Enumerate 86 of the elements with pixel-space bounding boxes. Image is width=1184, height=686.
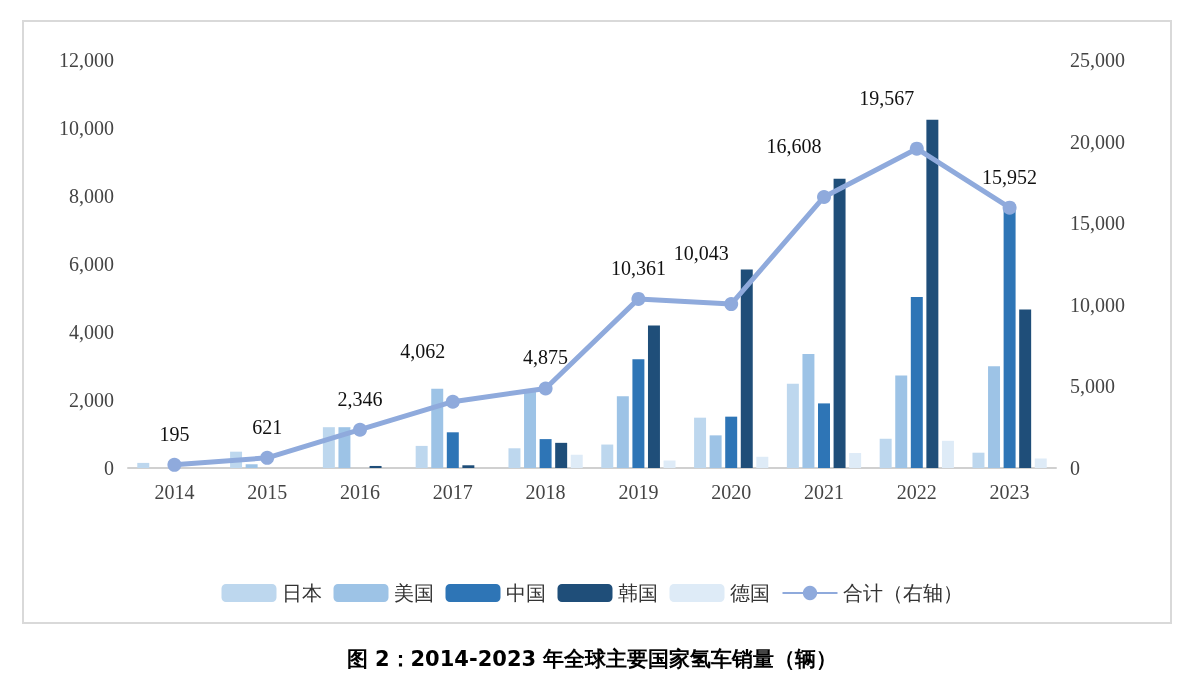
data-label: 10,361: [610, 256, 666, 279]
y-tick-label: 4,000: [69, 321, 114, 343]
y2-tick-label: 20,000: [1070, 130, 1125, 153]
bar: [756, 456, 769, 468]
x-tick-label: 2016: [340, 481, 380, 503]
y-tick-label: 0: [104, 457, 114, 479]
point: [724, 297, 739, 312]
y-tick-label: 10,000: [59, 117, 114, 139]
point: [909, 141, 924, 156]
point: [1002, 200, 1017, 215]
bar: [879, 438, 892, 468]
y2-tick-label: 25,000: [1070, 49, 1125, 71]
bar: [725, 416, 738, 468]
bar: [818, 403, 830, 468]
bar: [694, 417, 707, 468]
bar: [647, 325, 660, 468]
text: 图 2：2014-2023 年全球主要国家氢车销量（辆）: [346, 646, 838, 671]
data-label: 621: [252, 415, 283, 438]
point: [445, 394, 460, 409]
x-tick-label: 2022: [896, 481, 937, 503]
x-tick-label: 2019: [618, 481, 659, 503]
legend-label: 中国: [505, 581, 546, 605]
bar: [632, 359, 645, 468]
data-label: 195: [159, 422, 190, 445]
x-tick-label: 2018: [525, 481, 566, 503]
bar: [849, 453, 862, 468]
point: [260, 450, 275, 465]
bar: [570, 454, 583, 468]
x-tick-label: 2015: [247, 481, 288, 503]
data-label: 2,346: [337, 387, 383, 410]
x-tick-label: 2014: [154, 481, 195, 503]
point: [817, 189, 831, 204]
bar: [524, 391, 537, 468]
bar: [1019, 309, 1032, 468]
bar: [369, 465, 382, 468]
data-label: 15,952: [982, 165, 1038, 188]
data-label: 4,875: [523, 346, 569, 369]
bar: [941, 440, 954, 468]
bar: [1034, 458, 1047, 468]
legend-label: 合计（右轴）: [842, 581, 963, 605]
x-tick-label: 2020: [711, 481, 752, 503]
bar: [709, 435, 722, 468]
bar: [972, 452, 985, 468]
bar: [616, 396, 629, 468]
bar: [740, 269, 753, 468]
bar: [462, 465, 475, 468]
legend-label: 韩国: [617, 581, 658, 605]
x-tick-label: 2021: [804, 481, 844, 503]
legend-label: 美国: [393, 581, 434, 605]
point: [167, 457, 182, 472]
bar: [601, 444, 614, 468]
data-label: 4,062: [400, 339, 446, 362]
point: [353, 422, 367, 437]
y2-tick-label: 10,000: [1070, 293, 1125, 316]
bar: [137, 462, 150, 468]
bar: [508, 448, 521, 468]
y-tick-label: 12,000: [59, 49, 114, 71]
x-tick-label: 2023: [989, 481, 1030, 503]
bar: [415, 445, 428, 468]
data-label: 10,043: [673, 242, 729, 265]
bar: [802, 354, 815, 468]
data-label: 19,567: [859, 86, 915, 109]
bar: [926, 119, 939, 468]
bar: [555, 442, 568, 468]
legend-label: 德国: [729, 581, 770, 605]
y2-tick-label: 0: [1070, 457, 1080, 479]
bar: [833, 178, 846, 468]
y-tick-label: 8,000: [69, 185, 114, 207]
y2-tick-label: 15,000: [1070, 212, 1125, 235]
y2-tick-label: 5,000: [1070, 375, 1115, 398]
bar: [431, 388, 444, 468]
point: [631, 291, 646, 306]
data-label: 16,608: [766, 134, 822, 157]
bar: [895, 375, 908, 468]
y-tick-label: 2,000: [69, 389, 114, 411]
bar: [663, 460, 676, 468]
bar: [539, 439, 552, 468]
bar: [786, 383, 799, 468]
bar: [988, 366, 1001, 468]
bar: [446, 432, 459, 468]
bar: [245, 464, 258, 468]
bar: [910, 296, 923, 468]
y-tick-label: 6,000: [69, 253, 114, 275]
point: [538, 381, 553, 396]
x-tick-label: 2017: [432, 481, 473, 503]
legend-label: 日本: [281, 581, 322, 605]
